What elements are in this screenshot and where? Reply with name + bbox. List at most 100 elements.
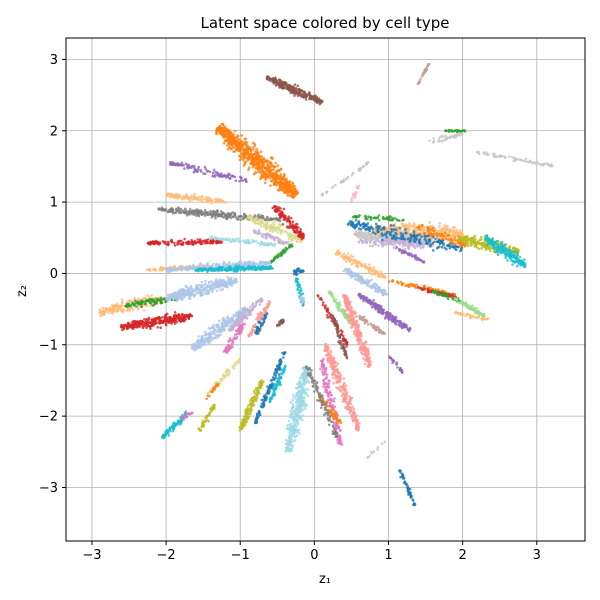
data-point: [229, 216, 233, 220]
data-point: [298, 88, 301, 91]
data-point: [260, 174, 263, 178]
data-point: [288, 89, 291, 92]
data-point: [289, 86, 292, 89]
data-point: [229, 132, 232, 135]
data-point: [251, 156, 254, 159]
data-point: [246, 410, 249, 414]
data-point: [277, 223, 281, 226]
data-point: [282, 320, 286, 323]
data-point: [279, 372, 283, 375]
data-point: [283, 229, 287, 233]
data-point: [238, 147, 241, 150]
data-point: [222, 322, 226, 326]
data-point: [234, 329, 238, 333]
data-point: [254, 162, 258, 166]
data-point: [133, 320, 137, 324]
data-point: [173, 311, 177, 314]
data-point: [236, 135, 240, 139]
data-point: [267, 267, 271, 270]
data-point: [203, 267, 207, 271]
data-point: [197, 335, 200, 338]
data-point: [102, 313, 106, 317]
data-point: [477, 152, 481, 155]
data-point: [301, 232, 305, 235]
data-point: [144, 300, 147, 303]
data-point: [245, 308, 249, 312]
data-point: [201, 269, 204, 273]
data-point: [212, 323, 215, 327]
data-point: [295, 192, 299, 196]
data-point: [531, 161, 534, 165]
data-point: [222, 141, 226, 145]
data-point: [342, 180, 345, 183]
data-point: [226, 143, 229, 147]
data-point: [199, 168, 202, 172]
data-point: [251, 165, 255, 169]
data-point: [288, 194, 292, 197]
data-point: [247, 168, 250, 171]
data-point: [227, 148, 230, 151]
data-point: [239, 331, 243, 335]
data-point: [221, 263, 224, 266]
data-point: [283, 189, 287, 192]
data-point: [255, 413, 259, 417]
data-point: [266, 261, 270, 264]
data-point: [272, 171, 275, 175]
data-point: [259, 232, 262, 235]
data-point: [213, 238, 217, 241]
data-point: [227, 349, 230, 352]
data-point: [266, 242, 270, 245]
data-point: [208, 196, 211, 200]
data-point: [197, 195, 201, 199]
data-point: [235, 270, 238, 273]
data-point: [176, 243, 179, 246]
data-point: [144, 302, 147, 306]
data-point: [211, 174, 215, 178]
data-point: [262, 171, 266, 174]
data-point: [183, 207, 187, 211]
data-point: [187, 165, 190, 169]
data-point: [260, 265, 263, 269]
data-point: [241, 326, 244, 330]
data-point: [283, 86, 286, 89]
data-point: [176, 194, 180, 197]
data-point: [195, 170, 199, 174]
data-point: [282, 370, 286, 374]
data-point: [272, 237, 276, 241]
data-point: [214, 170, 217, 174]
data-point: [269, 379, 273, 382]
data-point: [289, 91, 293, 95]
data-point: [276, 180, 280, 184]
data-point: [139, 302, 142, 305]
data-point: [482, 152, 486, 155]
data-point: [203, 214, 207, 217]
data-point: [223, 130, 227, 133]
data-point: [221, 282, 225, 286]
data-point: [228, 371, 231, 374]
data-point: [265, 396, 269, 400]
data-point: [169, 321, 172, 324]
data-point: [513, 157, 517, 160]
data-point: [548, 164, 552, 167]
data-point: [224, 268, 227, 272]
data-point: [213, 200, 217, 204]
data-point: [254, 323, 257, 326]
data-point: [260, 225, 263, 228]
data-point: [292, 189, 296, 193]
data-point: [248, 402, 252, 405]
data-point: [188, 287, 191, 290]
data-point: [232, 364, 236, 368]
data-point: [208, 170, 212, 173]
data-point: [234, 238, 238, 241]
data-point: [249, 147, 253, 151]
data-point: [214, 324, 218, 328]
data-point: [298, 234, 302, 237]
data-point: [247, 268, 251, 271]
data-point: [282, 83, 285, 87]
data-point: [217, 237, 221, 240]
data-point: [432, 139, 436, 143]
data-point: [242, 217, 246, 220]
data-point: [235, 360, 239, 363]
data-point: [296, 84, 300, 88]
